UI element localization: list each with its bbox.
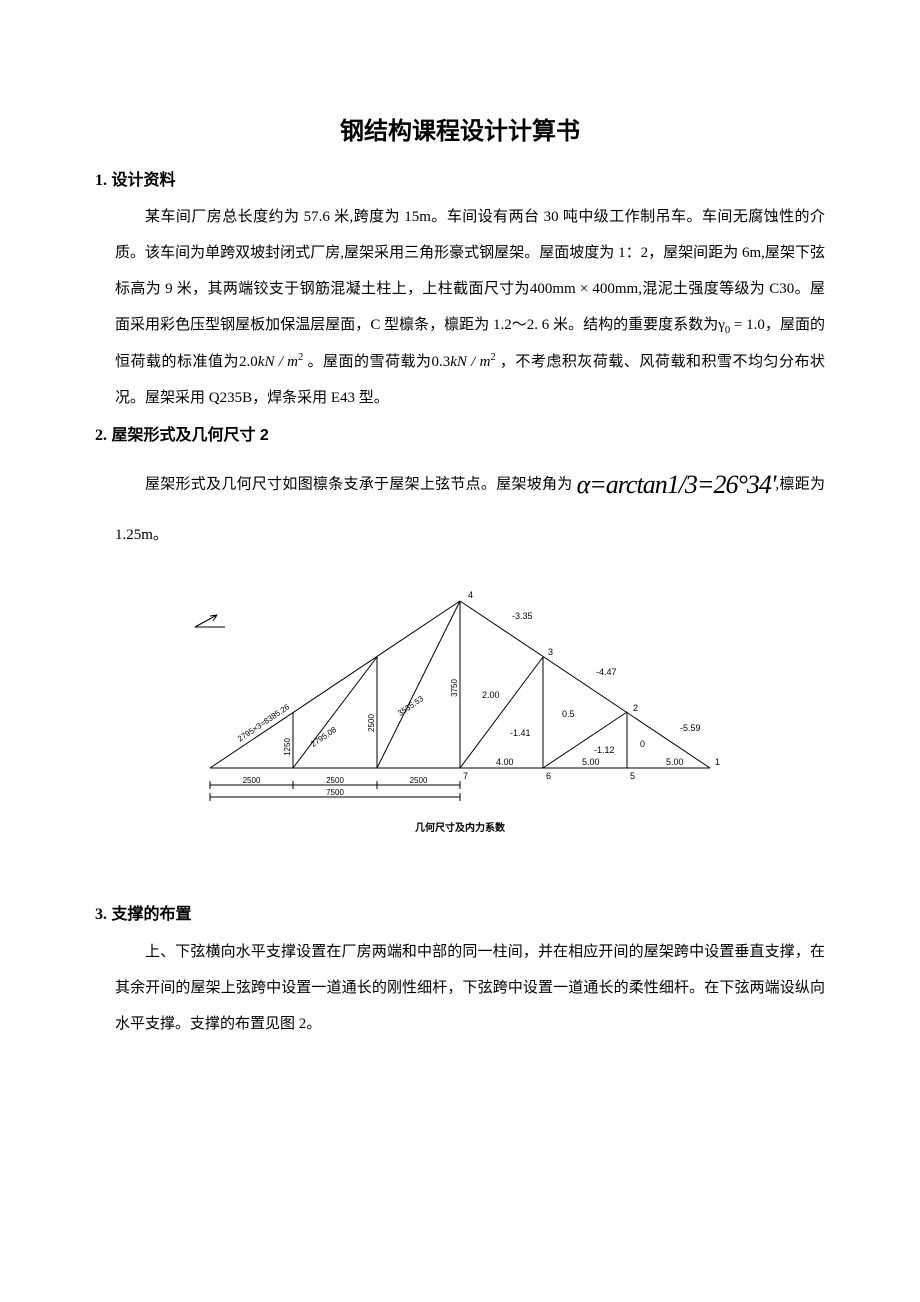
svg-text:3750: 3750 [450,678,459,696]
svg-text:-1.12: -1.12 [594,745,615,755]
svg-text:3: 3 [548,647,553,657]
text-run: 。屋面的雪荷载为 [303,354,431,370]
column-dimension: 400mm × 400mm [530,281,638,297]
text-run: 上、下弦横向水平支撑设置在厂房两端和中部的同一柱间，并在相应开间的屋架跨中设置垂… [115,944,825,1032]
load2-unit: kN / m [450,354,490,370]
paragraph-truss-form: 屋架形式及几何尺寸如图檩条支承于屋架上弦节点。屋架坡角为 α=arctan1/3… [95,454,825,552]
section-label-2: 屋架形式及几何尺寸 2 [111,427,268,444]
load1-unit: kN / m [258,354,298,370]
svg-text:7500: 7500 [326,788,344,797]
svg-text:2500: 2500 [367,713,376,731]
gamma-value: = 1.0 [730,317,765,333]
page-title: 钢结构课程设计计算书 [95,115,825,149]
svg-text:-4.47: -4.47 [596,667,617,677]
svg-text:2.00: 2.00 [482,690,500,700]
section-num-3: 3. [95,906,107,923]
svg-text:2795×3=8385.26: 2795×3=8385.26 [236,702,292,744]
section-label-1: 设计资料 [111,172,175,189]
svg-text:3535.53: 3535.53 [396,694,425,718]
section-heading-1: 1. 设计资料 [95,167,825,196]
svg-text:7: 7 [463,771,468,781]
load2-value: 0.3 [431,354,450,370]
alpha-formula: α=arctan1/3=26°34' [577,470,776,499]
svg-text:2: 2 [633,703,638,713]
section-heading-2: 2. 屋架形式及几何尺寸 2 [95,422,825,451]
svg-text:2500: 2500 [410,776,428,785]
svg-text:2500: 2500 [243,776,261,785]
paragraph-bracing: 上、下弦横向水平支撑设置在厂房两端和中部的同一柱间，并在相应开间的屋架跨中设置垂… [95,934,825,1042]
section-label-3: 支撑的布置 [111,906,191,923]
svg-text:4.00: 4.00 [496,757,514,767]
svg-text:5.00: 5.00 [666,757,684,767]
svg-text:-3.35: -3.35 [512,611,533,621]
paragraph-design-data: 某车间厂房总长度约为 57.6 米,跨度为 15m。车间设有两台 30 吨中级工… [95,199,825,415]
svg-text:5: 5 [630,771,635,781]
truss-svg: 4 3 2 1 5 6 7 -3.35 -4.47 -5.59 2.00 0.5 0 -1.41 -1.12… [150,573,770,813]
svg-text:0: 0 [640,739,645,749]
svg-text:2500: 2500 [326,776,344,785]
section-num-1: 1. [95,172,107,189]
section-heading-3: 3. 支撑的布置 [95,901,825,930]
gamma-symbol: γ [718,317,725,333]
svg-text:-5.59: -5.59 [680,723,701,733]
text-run: 屋架形式及几何尺寸如图檩条支承于屋架上弦节点。屋架坡角为 [145,477,577,493]
diagram-caption: 几何尺寸及内力系数 [95,817,825,841]
svg-text:0.5: 0.5 [562,709,575,719]
svg-text:1: 1 [715,757,720,767]
svg-text:-1.41: -1.41 [510,728,531,738]
truss-diagram: 4 3 2 1 5 6 7 -3.35 -4.47 -5.59 2.00 0.5 0 -1.41 -1.12… [95,573,825,841]
svg-text:5.00: 5.00 [582,757,600,767]
section-num-2: 2. [95,427,107,444]
svg-text:6: 6 [546,771,551,781]
svg-text:1250: 1250 [283,737,292,755]
load1-value: 2.0 [239,354,258,370]
svg-text:2795.08: 2795.08 [309,725,338,749]
svg-text:4: 4 [468,590,473,600]
